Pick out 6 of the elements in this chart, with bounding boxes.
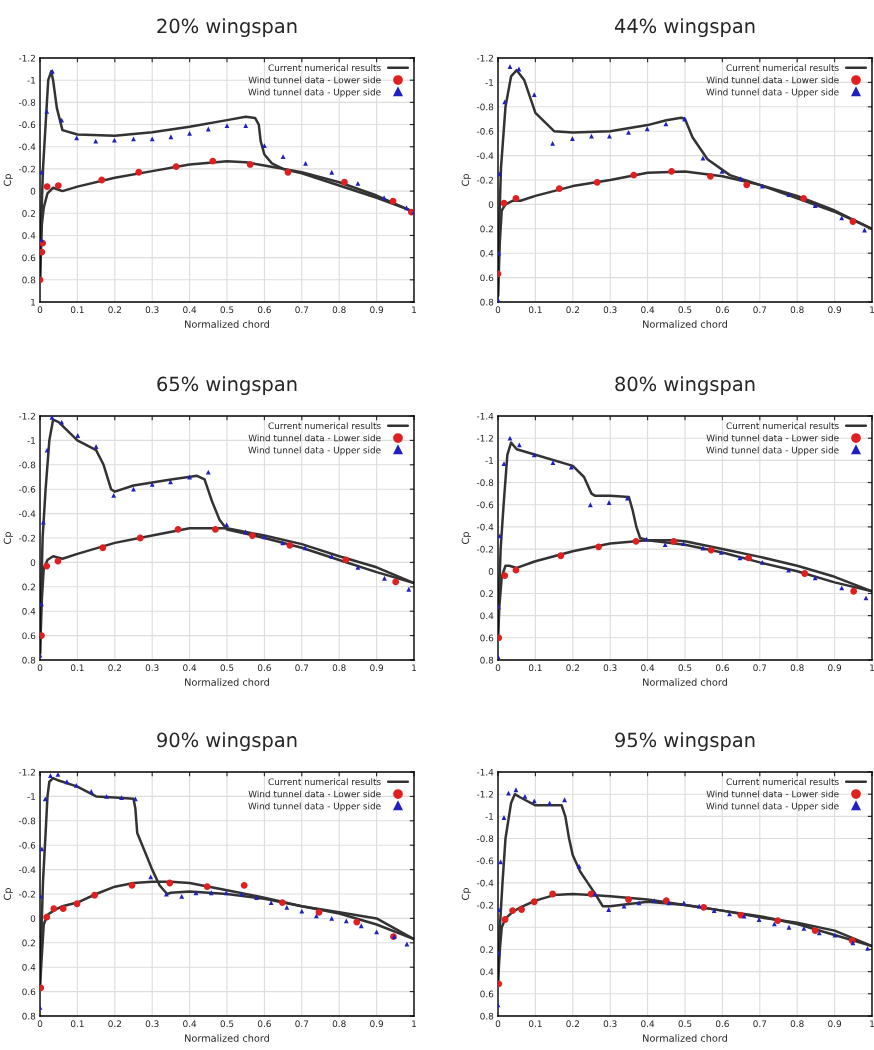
chart-title: 65% wingspan <box>157 376 297 396</box>
chart-title: 80% wingspan <box>615 376 755 396</box>
chart-title: 95% wingspan <box>615 732 755 752</box>
chart-title: 90% wingspan <box>157 732 297 752</box>
chart-title: 20% wingspan <box>157 18 297 38</box>
chart-title: 44% wingspan <box>614 18 755 38</box>
